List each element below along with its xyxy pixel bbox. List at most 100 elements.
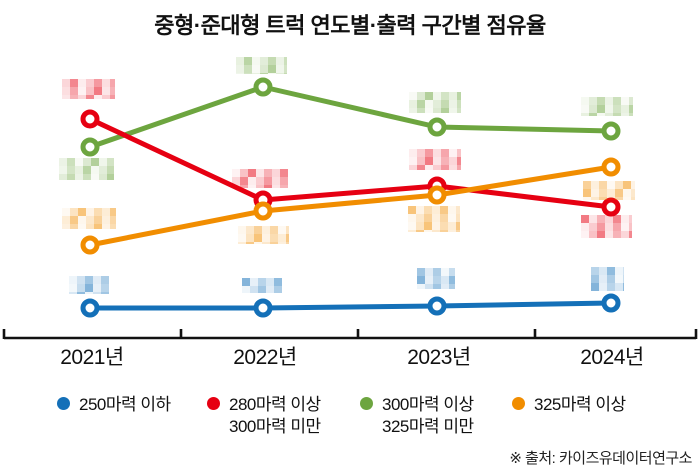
mosaic-cell xyxy=(270,234,278,242)
mosaic-cell xyxy=(248,169,256,177)
mosaic-cell xyxy=(623,197,631,200)
mosaic-cell xyxy=(448,222,456,230)
blurred-value-label xyxy=(62,79,115,99)
mosaic-cell xyxy=(101,292,109,294)
mosaic-cell xyxy=(615,197,623,200)
blurred-value-label xyxy=(236,57,287,74)
mosaic-cell xyxy=(107,166,114,174)
mosaic-cell xyxy=(86,87,94,95)
mosaic-cell xyxy=(417,100,425,108)
mosaic-cell xyxy=(456,222,460,230)
mosaic-cell xyxy=(94,95,102,99)
mosaic-cell xyxy=(272,185,280,188)
mosaic-cell xyxy=(432,230,440,232)
series-line xyxy=(87,116,614,210)
source-note: ※ 출처: 카이즈유데이터연구소 xyxy=(509,450,692,467)
mosaic-cell xyxy=(70,208,78,216)
mosaic-cell xyxy=(276,65,284,73)
series-line xyxy=(87,164,614,248)
mosaic-cell xyxy=(110,208,116,216)
mosaic-cell xyxy=(264,177,272,185)
mosaic-cell xyxy=(589,215,597,223)
mosaic-cell xyxy=(599,267,607,275)
mosaic-cell xyxy=(416,230,424,232)
mosaic-cell xyxy=(589,97,597,105)
mosaic-cell xyxy=(101,284,109,292)
mosaic-cell xyxy=(286,234,289,242)
mosaic-cell xyxy=(86,208,94,216)
x-axis-label: 2024년 xyxy=(580,346,644,369)
mosaic-cell xyxy=(75,158,83,166)
x-axis-label: 2021년 xyxy=(60,346,124,369)
mosaic-cell xyxy=(67,158,75,166)
mosaic-cell xyxy=(449,149,457,157)
mosaic-cell xyxy=(623,275,624,283)
mosaic-cell xyxy=(258,278,266,286)
data-point-marker xyxy=(427,296,447,316)
blurred-value-label xyxy=(242,278,282,293)
mosaic-cell xyxy=(424,206,432,214)
mosaic-cell xyxy=(69,292,77,294)
mosaic-cell xyxy=(85,292,93,294)
mosaic-cell xyxy=(91,166,99,174)
mosaic-cell xyxy=(599,189,607,197)
mosaic-cell xyxy=(583,181,591,189)
mosaic-cell xyxy=(589,105,597,113)
mosaic-cell xyxy=(232,185,240,188)
mosaic-cell xyxy=(78,79,86,87)
mosaic-cell xyxy=(449,108,457,113)
mosaic-cell xyxy=(597,223,605,231)
mosaic-cell xyxy=(581,105,589,113)
mosaic-cell xyxy=(99,158,107,166)
mosaic-cell xyxy=(425,165,433,170)
mosaic-cell xyxy=(449,157,457,165)
mosaic-cell xyxy=(433,100,441,108)
mosaic-cell xyxy=(232,177,240,185)
mosaic-cell xyxy=(110,216,116,224)
mosaic-cell xyxy=(631,181,635,189)
mosaic-cell xyxy=(417,157,425,165)
mosaic-cell xyxy=(78,95,86,99)
mosaic-cell xyxy=(629,113,633,116)
mosaic-cell xyxy=(102,224,110,229)
mosaic-cell xyxy=(597,113,605,116)
blurred-value-label xyxy=(238,226,289,244)
mosaic-cell xyxy=(266,278,274,286)
mosaic-cell xyxy=(91,158,99,166)
mosaic-cell xyxy=(408,206,416,214)
mosaic-cell xyxy=(621,223,629,231)
mosaic-cell xyxy=(110,224,116,229)
mosaic-cell xyxy=(62,208,70,216)
mosaic-cell xyxy=(77,284,85,292)
mosaic-cell xyxy=(262,226,270,234)
mosaic-cell xyxy=(94,224,102,229)
mosaic-cell xyxy=(408,222,416,230)
blurred-value-label xyxy=(581,97,633,116)
mosaic-cell xyxy=(274,278,282,286)
mosaic-cell xyxy=(615,275,623,283)
mosaic-cell xyxy=(449,284,455,289)
mosaic-cell xyxy=(417,284,425,289)
mosaic-cell xyxy=(86,95,94,99)
mosaic-cell xyxy=(433,268,441,276)
mosaic-cell xyxy=(607,275,615,283)
mosaic-cell xyxy=(605,215,613,223)
mosaic-cell xyxy=(613,223,621,231)
mosaic-cell xyxy=(581,215,589,223)
mosaic-cell xyxy=(605,231,613,238)
mosaic-cell xyxy=(425,108,433,113)
mosaic-cell xyxy=(268,73,276,74)
mosaic-cell xyxy=(441,284,449,289)
mosaic-cell xyxy=(615,181,623,189)
mosaic-cell xyxy=(457,92,461,100)
mosaic-cell xyxy=(589,223,597,231)
mosaic-cell xyxy=(86,79,94,87)
mosaic-cell xyxy=(589,113,597,116)
mosaic-cell xyxy=(409,165,417,170)
mosaic-cell xyxy=(91,174,99,180)
mosaic-cell xyxy=(284,65,287,73)
mosaic-cell xyxy=(240,185,248,188)
mosaic-cell xyxy=(457,108,461,113)
mosaic-cell xyxy=(615,283,623,291)
mosaic-cell xyxy=(441,108,449,113)
